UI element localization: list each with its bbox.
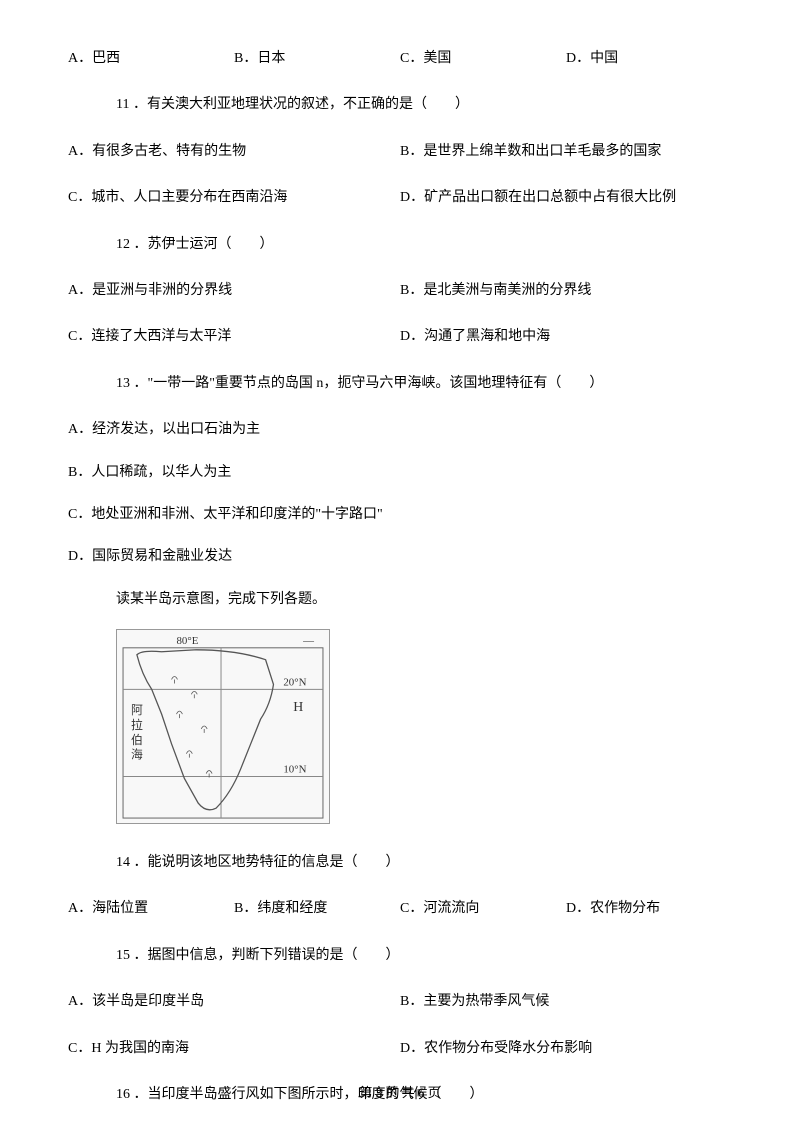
q14-opt-c: C．河流流向 [400, 898, 566, 920]
map-sea-3: 伯 [131, 733, 143, 747]
map-dash: — [302, 635, 314, 647]
q12-opt-c: C．连接了大西洋与太平洋 [68, 326, 400, 348]
map-lat10: 10°N [283, 764, 306, 776]
q14-stem: 14 ．能说明该地区地势特征的信息是（ ） [68, 852, 732, 874]
map-lon80: 80°E [176, 635, 198, 647]
q11-opt-c: C．城市、人口主要分布在西南沿海 [68, 187, 400, 209]
q11-opt-d: D．矿产品出口额在出口总额中占有很大比例 [400, 187, 732, 209]
q15-opt-b: B．主要为热带季风气候 [400, 991, 732, 1013]
q15-row1: A．该半岛是印度半岛 B．主要为热带季风气候 [68, 991, 732, 1013]
q14-opt-a: A．海陆位置 [68, 898, 234, 920]
q11-row1: A．有很多古老、特有的生物 B．是世界上绵羊数和出口羊毛最多的国家 [68, 141, 732, 163]
q14-options: A．海陆位置 B．纬度和经度 C．河流流向 D．农作物分布 [68, 898, 732, 920]
option-d: D．中国 [566, 48, 732, 70]
q12-stem: 12 ．苏伊士运河（ ） [68, 234, 732, 256]
map-sea-2: 拉 [131, 718, 143, 732]
q14-opt-b: B．纬度和经度 [234, 898, 400, 920]
peninsula-map: 80°E — 20°N 10°N 阿 拉 伯 海 H [116, 629, 330, 824]
q11-stem: 11 ．有关澳大利亚地理状况的叙述，不正确的是（ ） [68, 94, 732, 116]
option-a: A．巴西 [68, 48, 234, 70]
q15-stem: 15 ．据图中信息，判断下列错误的是（ ） [68, 945, 732, 967]
q11-opt-b: B．是世界上绵羊数和出口羊毛最多的国家 [400, 141, 732, 163]
q15-row2: C．H 为我国的南海 D．农作物分布受降水分布影响 [68, 1038, 732, 1060]
q12-opt-a: A．是亚洲与非洲的分界线 [68, 280, 400, 302]
page-footer: 第 3 页 共 6 页 [0, 1083, 800, 1104]
q15-opt-a: A．该半岛是印度半岛 [68, 991, 400, 1013]
q13-opt-a: A．经济发达，以出口石油为主 [68, 419, 732, 441]
q13-opt-c: C．地处亚洲和非洲、太平洋和印度洋的"十字路口" [68, 504, 732, 526]
option-c: C．美国 [400, 48, 566, 70]
q13-opt-d: D．国际贸易和金融业发达 [68, 546, 732, 568]
q12-row2: C．连接了大西洋与太平洋 D．沟通了黑海和地中海 [68, 326, 732, 348]
q13-stem: 13 ．"一带一路"重要节点的岛国 n，扼守马六甲海峡。该国地理特征有（ ） [68, 373, 732, 395]
q12-row1: A．是亚洲与非洲的分界线 B．是北美洲与南美洲的分界线 [68, 280, 732, 302]
q15-opt-d: D．农作物分布受降水分布影响 [400, 1038, 732, 1060]
map-svg: 80°E — 20°N 10°N 阿 拉 伯 海 H [117, 630, 329, 823]
option-b: B．日本 [234, 48, 400, 70]
q13-opt-b: B．人口稀疏，以华人为主 [68, 462, 732, 484]
map-sea-1: 阿 [131, 703, 143, 717]
q11-row2: C．城市、人口主要分布在西南沿海 D．矿产品出口额在出口总额中占有很大比例 [68, 187, 732, 209]
q11-opt-a: A．有很多古老、特有的生物 [68, 141, 400, 163]
q15-opt-c: C．H 为我国的南海 [68, 1038, 400, 1060]
top-options: A．巴西 B．日本 C．美国 D．中国 [68, 48, 732, 70]
map-instruction: 读某半岛示意图，完成下列各题。 [68, 589, 732, 611]
map-sea-4: 海 [131, 748, 143, 762]
q12-opt-b: B．是北美洲与南美洲的分界线 [400, 280, 732, 302]
q14-opt-d: D．农作物分布 [566, 898, 732, 920]
q12-opt-d: D．沟通了黑海和地中海 [400, 326, 732, 348]
map-h-label: H [293, 699, 303, 714]
map-lat20: 20°N [283, 677, 306, 689]
